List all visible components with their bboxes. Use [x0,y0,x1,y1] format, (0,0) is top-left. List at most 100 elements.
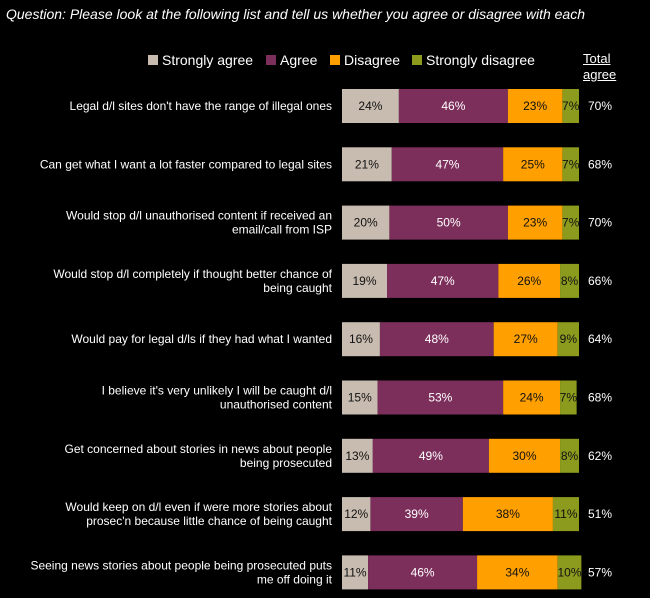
total-agree-value: 57% [588,565,612,579]
data-label: 16% [349,332,373,346]
bar-segment-agree [398,89,508,123]
legend-item-agree: Agree [266,52,317,68]
total-agree-header: Total agree [583,51,617,82]
total-agree-value: 66% [588,274,612,288]
data-label: 24% [520,391,544,405]
legend-item-strongly-agree: Strongly agree [148,52,253,68]
category-label: Seeing news stories about people being p… [30,558,332,572]
category-label: being prosecuted [240,456,332,470]
bar-segment-strongly-agree [342,263,388,298]
bar-segment-strongly-disagree [552,497,579,532]
data-label: 39% [405,507,429,521]
bar-segment-agree [387,263,499,298]
total-agree-value: 68% [588,391,612,405]
bar-segment-strongly-disagree [562,205,579,240]
data-label: 46% [441,99,465,113]
bar-segment-strongly-disagree [562,89,579,123]
data-label: 7% [560,391,578,405]
data-label: 12% [344,507,368,521]
data-label: 7% [562,216,580,230]
bar-segment-disagree [507,89,563,123]
bar-segment-strongly-agree [342,147,392,182]
legend-swatch [148,55,158,65]
question-title: Question: Please look at the following l… [6,6,586,22]
bar-segment-strongly-agree [342,89,399,123]
total-agree-value: 62% [588,449,612,463]
data-label: 53% [428,391,452,405]
total-agree-value: 68% [588,157,612,171]
data-label: 8% [561,274,579,288]
data-label: 27% [514,332,538,346]
bar-segment-strongly-disagree [560,263,579,298]
bar-segment-disagree [507,205,563,240]
bar-segment-strongly-disagree [557,555,582,590]
data-label: 21% [355,157,379,171]
legend-label: Disagree [344,52,401,68]
bar-segment-strongly-disagree [557,322,579,357]
bar-segment-strongly-agree [342,555,369,590]
data-label: 25% [521,157,545,171]
data-label: 47% [435,157,459,171]
category-label: Would keep on d/l even if were more stor… [65,500,332,514]
bar-segment-strongly-disagree [562,147,579,182]
category-label: Get concerned about stories in news abou… [64,442,332,456]
data-label: 48% [425,332,449,346]
chart-legend: Strongly agree Agree Disagree Strongly disa… [0,52,650,70]
data-label: 15% [348,391,372,405]
bar-segment-agree [389,205,508,240]
legend-label: Strongly agree [162,52,254,68]
legend-swatch [412,55,422,65]
total-agree-value: 51% [588,507,612,521]
legend-item-strongly-disagree: Strongly disagree [412,52,535,68]
category-label: Can get what I want a lot faster compare… [40,157,332,171]
data-label: 49% [419,449,443,463]
data-label: 34% [505,565,529,579]
data-label: 50% [437,216,461,230]
bar-segment-strongly-disagree [560,380,577,415]
category-label: prosec'n because little chance of being … [86,514,332,528]
data-label: 7% [562,99,580,113]
bar-segment-disagree [503,147,563,182]
category-label: Would stop d/l completely if thought bet… [53,267,332,281]
data-label: 11% [343,565,366,579]
data-label: 38% [496,507,520,521]
bar-segment-agree [391,147,504,182]
bar-segment-agree [379,322,494,357]
data-label: 10% [558,565,582,579]
bar-segment-disagree [488,438,561,473]
legend-swatch [330,55,340,65]
bar-segment-agree [370,497,463,532]
bar-segment-strongly-agree [342,438,373,473]
bar-segment-strongly-agree [342,380,378,415]
data-label: 19% [352,274,376,288]
legend-label: Agree [280,52,318,68]
bar-segment-strongly-disagree [560,438,579,473]
data-label: 24% [358,99,382,113]
data-label: 23% [523,99,547,113]
legend-swatch [266,55,276,65]
data-label: 7% [562,157,580,171]
category-label: me off doing it [257,572,333,586]
category-label: Would stop d/l unauthorised content if r… [66,209,332,223]
bar-segment-strongly-agree [342,322,380,357]
total-agree-value: 70% [588,216,612,230]
category-label: Legal d/l sites don't have the range of … [70,99,332,113]
data-label: 20% [354,216,378,230]
category-label: Would pay for legal d/ls if they had wha… [71,332,332,346]
bar-segment-disagree [498,263,561,298]
data-label: 13% [345,449,369,463]
category-label: email/call from ISP [232,223,332,237]
bar-segment-agree [372,438,489,473]
bar-segment-agree [368,555,478,590]
data-label: 8% [561,449,579,463]
bar-segment-strongly-agree [342,497,371,532]
category-label: unauthorised content [220,398,333,412]
data-label: 46% [411,565,435,579]
data-label: 9% [560,332,578,346]
data-label: 23% [523,216,547,230]
data-label: 26% [517,274,541,288]
bar-segment-strongly-agree [342,205,390,240]
data-label: 30% [512,449,536,463]
total-agree-value: 70% [588,99,612,113]
